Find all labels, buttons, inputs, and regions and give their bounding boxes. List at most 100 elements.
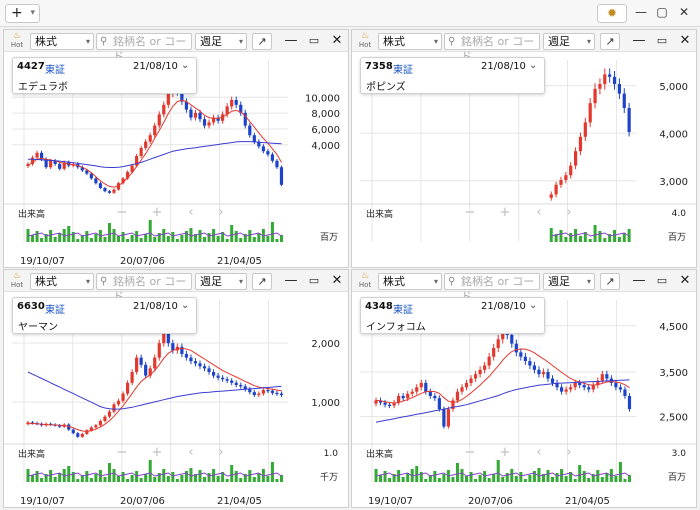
candle-body	[603, 74, 607, 84]
market-select[interactable]: 株式 ▾	[30, 273, 94, 290]
chevron-down-icon: ▾	[238, 277, 243, 286]
market-select[interactable]: 株式 ▾	[378, 33, 442, 50]
volume-bar	[85, 231, 89, 242]
market-select-value: 株式	[35, 35, 57, 48]
volume-bar	[239, 238, 243, 242]
close-icon[interactable]: ✕	[678, 5, 690, 19]
candle-body	[419, 382, 423, 388]
market-select[interactable]: 株式 ▾	[30, 33, 94, 50]
period-select[interactable]: 週足 ▾	[543, 33, 595, 50]
hot-button[interactable]: ♨ Hot	[8, 272, 26, 290]
candle-body	[58, 164, 62, 169]
volume-bar	[487, 478, 491, 482]
volume-bar	[406, 473, 410, 482]
candle-body	[107, 411, 112, 417]
candle-body	[569, 387, 573, 390]
chevron-down-icon: ▾	[238, 37, 243, 46]
symbol-search-input[interactable]: ⚲ 銘柄名 or コード	[444, 33, 540, 63]
candle-body	[492, 348, 496, 357]
panel-maximize-icon[interactable]: ▭	[656, 34, 668, 47]
candle-body	[157, 114, 161, 126]
panel-close-icon[interactable]: ✕	[679, 33, 691, 48]
panel-close-icon[interactable]: ✕	[679, 273, 691, 288]
volume-bar	[614, 476, 618, 482]
volume-bar	[573, 479, 577, 482]
period-select[interactable]: 週足 ▾	[195, 33, 247, 50]
volume-bar	[171, 472, 175, 482]
chart-panel-4: ♨ Hot 株式 ▾ ⚲ 銘柄名 or コード 週足 ▾ ↗ — ▭ ✕ − + ‹…	[351, 269, 697, 508]
symbol-search-input[interactable]: ⚲ 銘柄名 or コード	[96, 33, 192, 63]
candle-body	[501, 330, 505, 340]
hot-button[interactable]: ♨ Hot	[356, 272, 374, 290]
panel-maximize-icon[interactable]: ▭	[308, 34, 320, 47]
candle-body	[252, 135, 256, 142]
add-chart-button[interactable]: + ▾	[5, 4, 40, 23]
period-select[interactable]: 週足 ▾	[195, 273, 247, 290]
symbol-search-input[interactable]: ⚲ 銘柄名 or コード	[96, 273, 192, 303]
candle-body	[30, 422, 35, 424]
market-select[interactable]: 株式 ▾	[378, 273, 442, 290]
symbol-info-card: 6630 東証 21/08/10 ⌄ ヤーマン	[12, 297, 197, 334]
settings-button[interactable]: ✹	[597, 4, 627, 23]
candle-body	[98, 183, 103, 188]
maximize-icon[interactable]: ▢	[656, 5, 668, 19]
open-external-button[interactable]: ↗	[252, 273, 272, 290]
candle-body	[559, 180, 563, 185]
chevron-circle-icon[interactable]: ⌄	[529, 300, 538, 311]
chevron-circle-icon[interactable]: ⌄	[181, 300, 190, 311]
volume-bar	[198, 230, 202, 242]
volume-bar	[31, 235, 35, 242]
hot-button[interactable]: ♨ Hot	[356, 32, 374, 50]
symbol-search-input[interactable]: ⚲ 銘柄名 or コード	[444, 273, 540, 303]
candle-body	[148, 368, 152, 376]
candle-body	[582, 385, 586, 388]
volume-bar	[275, 479, 279, 482]
volume-bar	[121, 472, 125, 482]
volume-bar	[35, 471, 39, 482]
candle-body	[275, 392, 279, 395]
candle-body	[157, 343, 161, 358]
open-external-button[interactable]: ↗	[252, 33, 272, 50]
candle-body	[189, 109, 193, 118]
open-external-button[interactable]: ↗	[600, 33, 620, 50]
candle-body	[483, 365, 487, 370]
panel-close-icon[interactable]: ✕	[331, 33, 343, 48]
volume-bar	[392, 474, 396, 482]
volume-bar	[157, 233, 161, 242]
candle-body	[230, 380, 234, 383]
zoom-nav-icon: ›	[566, 205, 571, 220]
volume-bar	[588, 239, 592, 242]
panel-minimize-icon[interactable]: —	[632, 273, 646, 288]
hot-button[interactable]: ♨ Hot	[8, 32, 26, 50]
volume-bar	[474, 479, 478, 482]
volume-bar	[469, 472, 473, 482]
panel-close-icon[interactable]: ✕	[331, 273, 343, 288]
chevron-circle-icon[interactable]: ⌄	[181, 60, 190, 71]
panel-minimize-icon[interactable]: —	[284, 33, 298, 48]
volume-bar	[225, 239, 229, 242]
period-select[interactable]: 週足 ▾	[543, 273, 595, 290]
candle-body	[180, 92, 184, 102]
candlestick-chart[interactable]: − + ‹ › 5,000 4,000 3,000 出来高 4.0 百万	[352, 52, 697, 268]
volume-bar	[266, 476, 270, 482]
volume-bar	[617, 237, 621, 242]
panel-minimize-icon[interactable]: —	[632, 33, 646, 48]
minimize-icon[interactable]: —	[635, 5, 647, 19]
candlestick-chart[interactable]: − + ‹ › 4,500 3,500 2,500 出来高 3.0 百万 19/10/07 20/07…	[352, 292, 697, 508]
open-external-button[interactable]: ↗	[600, 273, 620, 290]
candle-body	[180, 346, 184, 354]
candle-body	[270, 390, 275, 393]
symbol-code: 6630	[17, 301, 45, 312]
panel-maximize-icon[interactable]: ▭	[656, 274, 668, 287]
panel-maximize-icon[interactable]: ▭	[308, 274, 320, 287]
panel-minimize-icon[interactable]: —	[284, 273, 298, 288]
volume-label: 出来高	[366, 208, 393, 220]
volume-bar	[166, 236, 170, 242]
candlestick-chart[interactable]: − + ‹ › 2,000 1,000 出来高 1.0 千万 19/10/07 20/07/06 21…	[4, 292, 349, 508]
candle-body	[211, 117, 216, 123]
chevron-circle-icon[interactable]: ⌄	[529, 60, 538, 71]
volume-bar	[67, 226, 71, 242]
volume-bar	[478, 475, 482, 482]
candle-body	[612, 76, 617, 84]
y-tick-label: 10,000	[305, 93, 340, 104]
